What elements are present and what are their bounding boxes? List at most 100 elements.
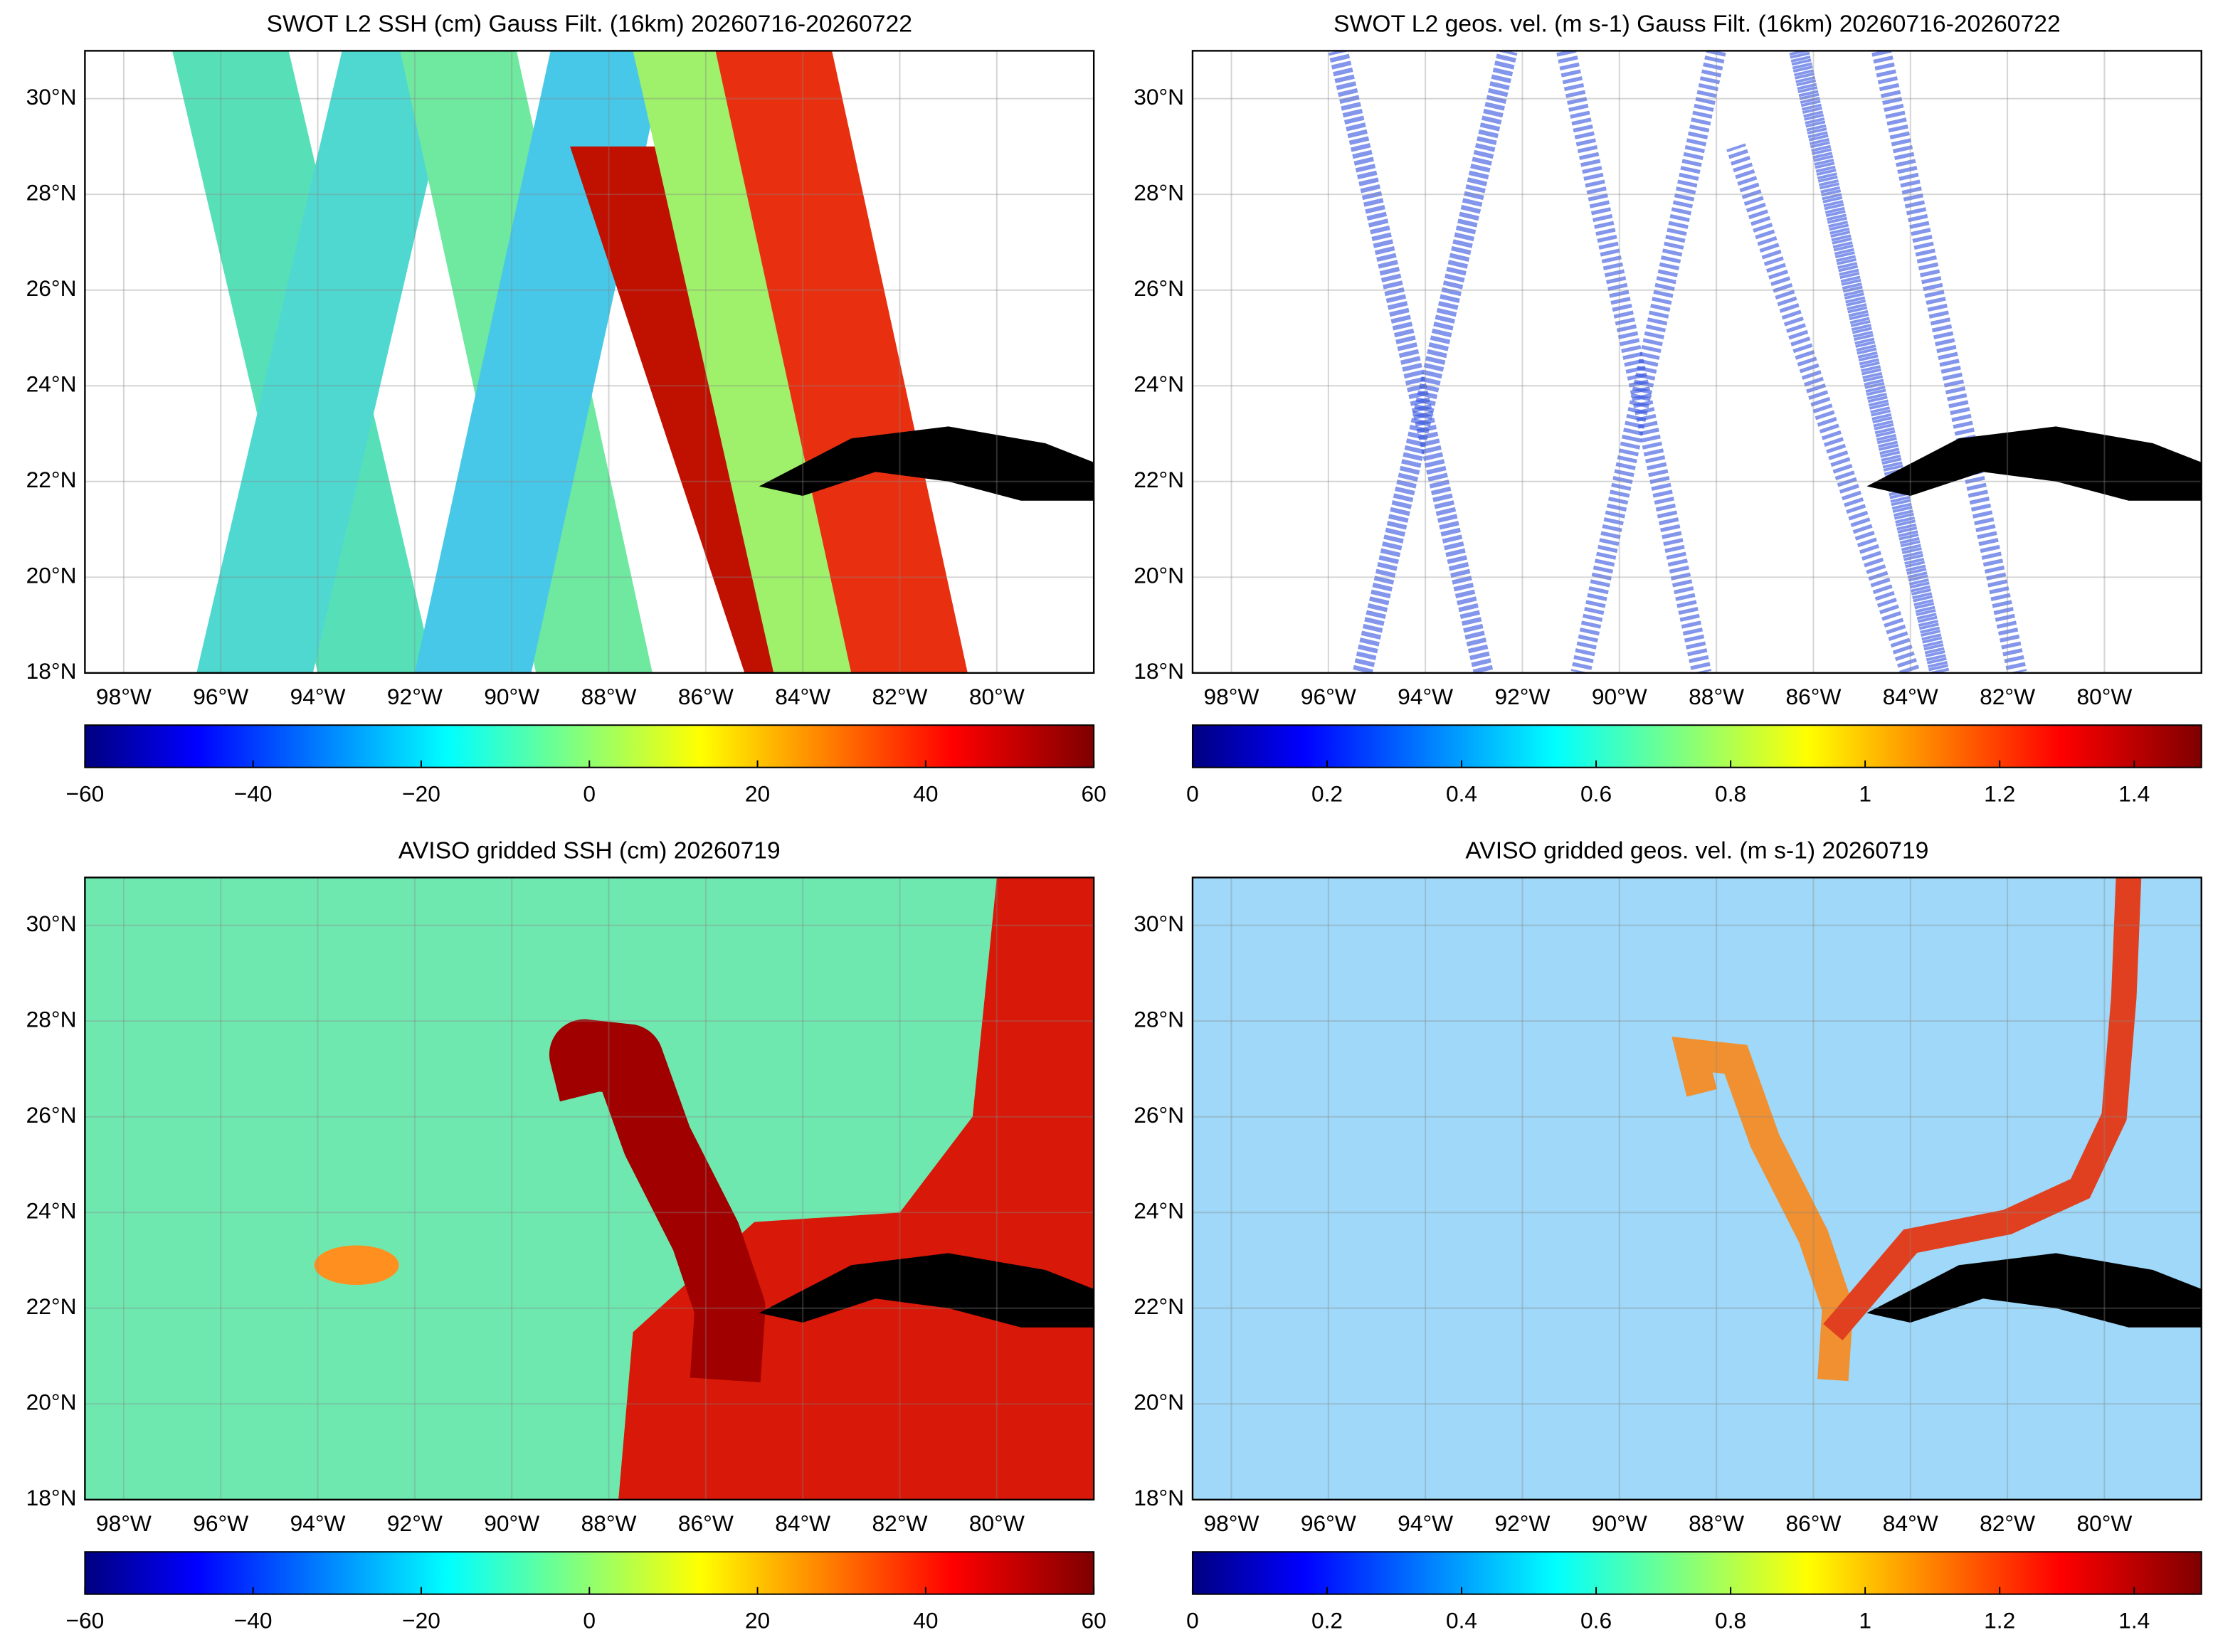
plot-frame — [1191, 877, 2202, 1501]
colorbar-tick-label: −20 — [402, 781, 440, 807]
colorbar-tick-label: 1.2 — [1984, 1608, 2015, 1634]
y-tick-label: 28°N — [1134, 1007, 1184, 1032]
x-tick-label: 96°W — [1301, 684, 1356, 709]
ocean-field — [1192, 877, 2202, 1500]
colorbar-tick-label: 1.4 — [2118, 781, 2150, 807]
x-tick-label: 98°W — [1204, 1510, 1259, 1536]
swath — [1352, 51, 1518, 673]
colorbar-tick-label: −40 — [234, 1608, 273, 1634]
colorbar — [1191, 1551, 2202, 1595]
y-tick-label: 18°N — [1134, 1485, 1184, 1510]
x-tick-label: 88°W — [581, 684, 637, 709]
y-tick-label: 26°N — [26, 275, 77, 301]
swath — [196, 51, 459, 673]
plot-frame — [1191, 50, 2202, 674]
y-tick-label: 18°N — [26, 1485, 77, 1510]
colorbar-tick-label: 0 — [1186, 781, 1199, 807]
x-tick-label: 92°W — [387, 684, 443, 709]
colorbar-tick-label: 0.2 — [1311, 781, 1343, 807]
y-tick-label: 24°N — [1134, 1198, 1184, 1224]
y-tick-label: 26°N — [26, 1102, 77, 1128]
loop-current — [1823, 877, 2142, 1341]
x-tick-label: 88°W — [581, 1510, 637, 1536]
colorbar-tick-label: 40 — [913, 781, 938, 807]
x-tick-label: 90°W — [484, 1510, 539, 1536]
map-panel: 98°W 96°W 94°W 92°W 90°W 88°W 86°W 84°W 82°W 80°W… — [1134, 11, 2202, 807]
x-tick-label: 92°W — [1495, 1510, 1551, 1536]
x-tick-label: 88°W — [1689, 684, 1744, 709]
ocean — [1192, 877, 2202, 1500]
x-tick-label: 90°W — [484, 684, 539, 709]
x-tick-label: 96°W — [193, 1510, 248, 1536]
colorbar-tick-label: 1 — [1859, 781, 1871, 807]
x-tick-label: 82°W — [1980, 684, 2035, 709]
colorbar-tick-label: 40 — [913, 1608, 938, 1634]
x-tick-label: 82°W — [872, 684, 928, 709]
colorbar-tick-label: 1.4 — [2118, 1608, 2150, 1634]
swath — [1789, 51, 1950, 673]
x-tick-label: 96°W — [1301, 1510, 1356, 1536]
map-panel: 98°W 96°W 94°W 92°W 90°W 88°W 86°W 84°W 82°W 80°W… — [26, 837, 1106, 1634]
y-tick-label: 18°N — [1134, 658, 1184, 684]
y-tick-label: 22°N — [1134, 467, 1184, 492]
y-tick-label: 28°N — [26, 180, 77, 206]
cuba — [759, 426, 1094, 501]
y-tick-label: 22°N — [1134, 1293, 1184, 1319]
swath — [715, 51, 968, 673]
map-panel: 98°W 96°W 94°W 92°W 90°W 88°W 86°W 84°W 82°W 80°W… — [1134, 837, 2202, 1634]
x-tick-label: 86°W — [1785, 1510, 1841, 1536]
x-tick-label: 80°W — [969, 684, 1025, 709]
colorbar-tick-label: 0.4 — [1446, 781, 1477, 807]
ocean-field — [85, 51, 1094, 673]
panel-title: SWOT L2 SSH (cm) Gauss Filt. (16km) 2026… — [267, 11, 912, 38]
swath — [1726, 143, 1920, 673]
y-tick-label: 30°N — [1134, 911, 1184, 936]
y-tick-label: 26°N — [1134, 275, 1184, 301]
x-tick-label: 80°W — [969, 1510, 1025, 1536]
x-tick-label: 86°W — [1785, 684, 1841, 709]
cuba — [1866, 1253, 2202, 1328]
y-tick-label: 30°N — [1134, 84, 1184, 110]
x-tick-label: 94°W — [1398, 684, 1453, 709]
x-tick-label: 92°W — [387, 1510, 443, 1536]
cuba — [759, 1253, 1094, 1328]
x-tick-label: 90°W — [1592, 1510, 1647, 1536]
ocean-field — [1192, 51, 2202, 673]
y-tick-label: 30°N — [26, 911, 77, 936]
colorbar-tick-label: 0 — [583, 781, 596, 807]
colorbar-tick-label: 0.4 — [1446, 1608, 1477, 1634]
y-tick-label: 24°N — [26, 1198, 77, 1224]
colorbar-tick-label: 1.2 — [1984, 781, 2015, 807]
colorbar-tick-label: 0.6 — [1580, 1608, 1612, 1634]
colorbar-tick-label: 0.6 — [1580, 781, 1612, 807]
y-tick-label: 30°N — [26, 84, 77, 110]
panel-title: SWOT L2 geos. vel. (m s-1) Gauss Filt. (… — [1333, 11, 2061, 38]
y-tick-label: 22°N — [26, 467, 77, 492]
x-tick-label: 80°W — [2076, 684, 2132, 709]
colorbar-tick-label: 1 — [1859, 1608, 1871, 1634]
ocean-field — [85, 877, 1094, 1500]
x-tick-label: 80°W — [2076, 1510, 2132, 1536]
y-tick-label: 20°N — [26, 1389, 77, 1415]
colorbar-tick-label: 20 — [745, 1608, 770, 1634]
x-tick-label: 86°W — [678, 684, 734, 709]
colorbar-tick-label: 0.8 — [1715, 1608, 1746, 1634]
y-tick-label: 20°N — [1134, 563, 1184, 588]
loop-current — [549, 1019, 766, 1382]
y-tick-label: 22°N — [26, 1293, 77, 1319]
colorbar-tick-label: −20 — [402, 1608, 440, 1634]
map-panel: 98°W 96°W 94°W 92°W 90°W 88°W 86°W 84°W 82°W 80°W… — [26, 11, 1106, 807]
colorbar-tick-label: 0.8 — [1715, 781, 1746, 807]
x-tick-label: 94°W — [1398, 1510, 1453, 1536]
x-tick-label: 84°W — [775, 684, 830, 709]
y-tick-label: 20°N — [26, 563, 77, 588]
y-tick-label: 28°N — [26, 1007, 77, 1032]
colorbar-tick-label: 60 — [1082, 1608, 1106, 1634]
y-tick-label: 24°N — [26, 371, 77, 397]
x-tick-label: 84°W — [1883, 684, 1938, 709]
x-tick-label: 84°W — [775, 1510, 830, 1536]
y-tick-label: 24°N — [1134, 371, 1184, 397]
x-tick-label: 82°W — [872, 1510, 928, 1536]
